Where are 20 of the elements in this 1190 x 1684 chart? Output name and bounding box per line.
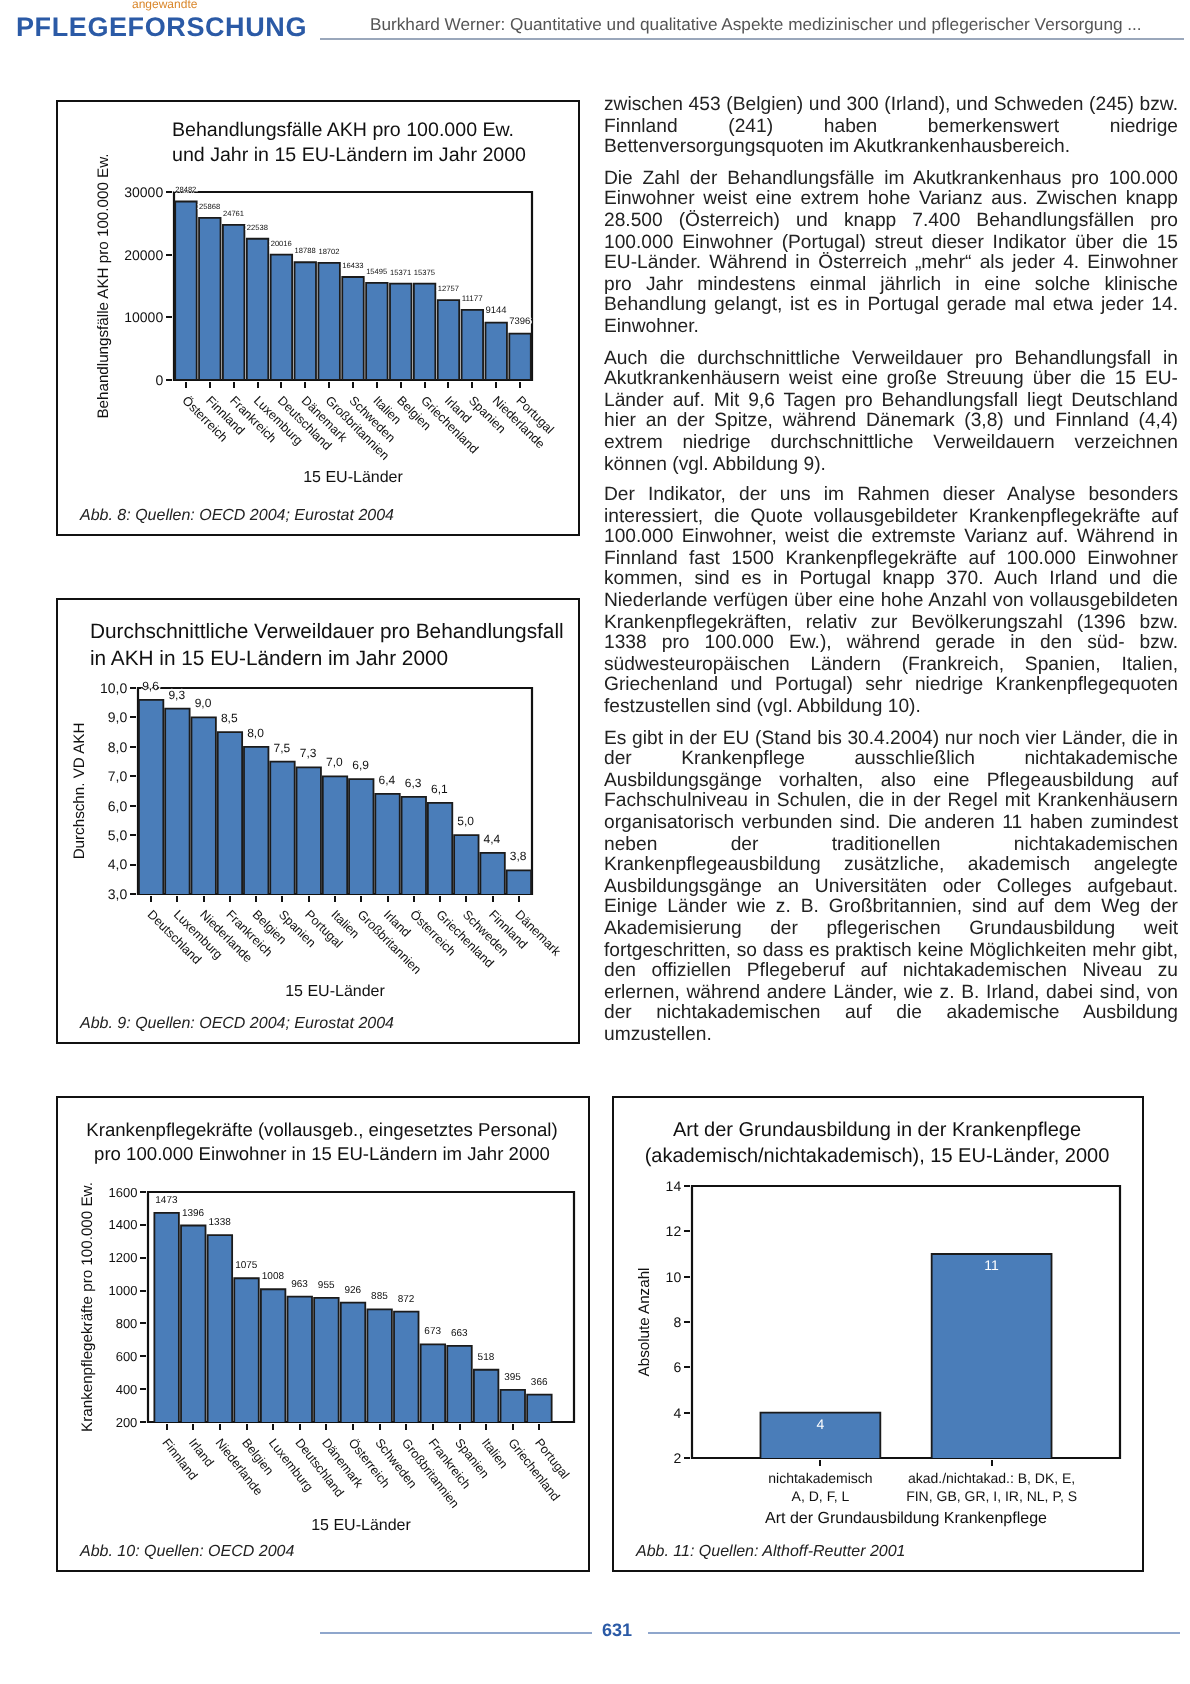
text: Der Indikator, der uns im Rahmen dieser Analyse besonders interessiert, die Quote vollausgebildeter Krankenpflegekräfte auf 100.000 Einwohner, weist die extremste Varianz auf. Während in Finnland fast 1500 Krankenpflegekräfte auf 100.000 Einwohner kommen, sind es in Portugal knapp 370. Auch Irland und die Niederlande verfügen über eine hohe Anzahl von vollausgebildeten Krankenpflegekräften, relativ zur Bevölkerungszahl (1396 bzw. 1338 pro 100.000 Ew.), während gerade in den süd- bzw. südwesteuropäischen Ländern (Frankreich, Spanien, Italien, Griechenland und Portugal) sehr niedrige Krankenpflegequoten festzustellen sind (vgl. Abbildung 10). <box>604 484 1178 719</box>
chart-title: Art der Grundausbildung in der Krankenpflege (akademisch/nichtakademisch), 15 EU-Länder, 2000 <box>644 1120 1111 1168</box>
text: Auch die durchschnittliche Verweildauer pro Behandlungsfall in Akutkrankenhäusern weist eine große Streuung über die 15 EU-Länder auf. Mit 9,6 Tagen pro Behandlungsfall liegt Deutschland hier an der Spitze, während Dänemark (3,8) und Finnland (4,4) extrem niedrige durchschnittliche Verweildauern verzeichnen können (vgl. Abbildung 9). <box>604 347 1178 477</box>
text: Burkhard Werner: Quantitative und qualitative Aspekte medizinischer und pflegerischer Versorgung ... <box>370 14 1142 34</box>
caption: Abb. 9: Quellen: OECD 2004; Eurostat 2004 <box>78 1014 396 1032</box>
chart-title: Durchschnittliche Verweildauer pro Behandlungsfall in AKH in 15 EU-Ländern im Jahr 2000 <box>90 622 564 672</box>
text: Es gibt in der EU (Stand bis 30.4.2004) nur noch vier Länder, die in der Krankenpflege ausschließlich nichtakademische Ausbildungsgänge vorhalten, also eine Pflegeausbildung auf Fachschulniveau in Schulen, die in der Regel mit Krankenhäusern organisatorisch verbunden sind. Die anderen 11 haben zumindest neben der traditionellen nichtakademischen Krankenpflegeausbildung zusätzliche, akademisch angelegte Ausbildungsgänge an Universitäten oder Colleges aufgebaut. Einige Länder wie z. B. Großbritannien, sind auf dem Weg der Akademisierung der pflegerischen Grundausbildung weit fortgeschritten, so dass es praktisch keine Möglichkeiten mehr gibt, den offiziellen Pflegeberuf auf nichtakademischen Niveau zu erlernen, während andere Länder, wie z. B. Irland, dabei sind, von der nichtakademischen auf die akademische Ausbildung umzustellen. <box>604 727 1178 1046</box>
text: zwischen 453 (Belgien) und 300 (Irland), und Schweden (245) bzw. Finnland (241) haben bemerkenswert niedrige Bettenversorgungsquoten im Akutkrankenhausbereich. <box>604 94 1178 160</box>
caption: Abb. 8: Quellen: OECD 2004; Eurostat 2004 <box>78 506 396 524</box>
x-axis-title: 15 EU-Länder <box>285 982 386 1001</box>
chart-title: Behandlungsfälle AKH pro 100.000 Ew. und Jahr in 15 EU-Ländern im Jahr 2000 <box>172 120 528 168</box>
caption: Abb. 11: Quellen: Althoff-Reutter 2001 <box>634 1542 906 1560</box>
chart-title: Krankenpflegekräfte (vollausgeb., eingesetztes Personal) pro 100.000 Einwohner in 15 EU-Ländern im Jahr 2000 <box>86 1120 558 1165</box>
caption: Abb. 10: Quellen: OECD 2004 <box>78 1542 296 1560</box>
text: PFLEGEFORSCHUNG <box>16 12 308 42</box>
x-axis-title: 15 EU-Länder <box>303 468 404 487</box>
x-axis-title: 15 EU-Länder <box>311 1516 412 1535</box>
x-axis-title: Art der Grundausbildung Krankenpflege <box>765 1509 1049 1528</box>
text: 631 <box>602 1620 633 1640</box>
text: Die Zahl der Behandlungsfälle im Akutkrankenhaus pro 100.000 Einwohner weist eine extrem hohe Varianz aus. Zwischen knapp 28.500 (Österreich) und knapp 7.400 Behandlungsfällen pro 100.000 Einwohner (Portugal) streut dieser Indikator über die 15 EU-Länder. Während in Österreich „mehr“ als jeder 4. Einwohner pro Jahr mindestens einmal jährlich in eine solche klinische Behandlung gelangt, ist es in Portugal gerade mal etwa jeder 14. Einwohner. <box>604 167 1178 340</box>
